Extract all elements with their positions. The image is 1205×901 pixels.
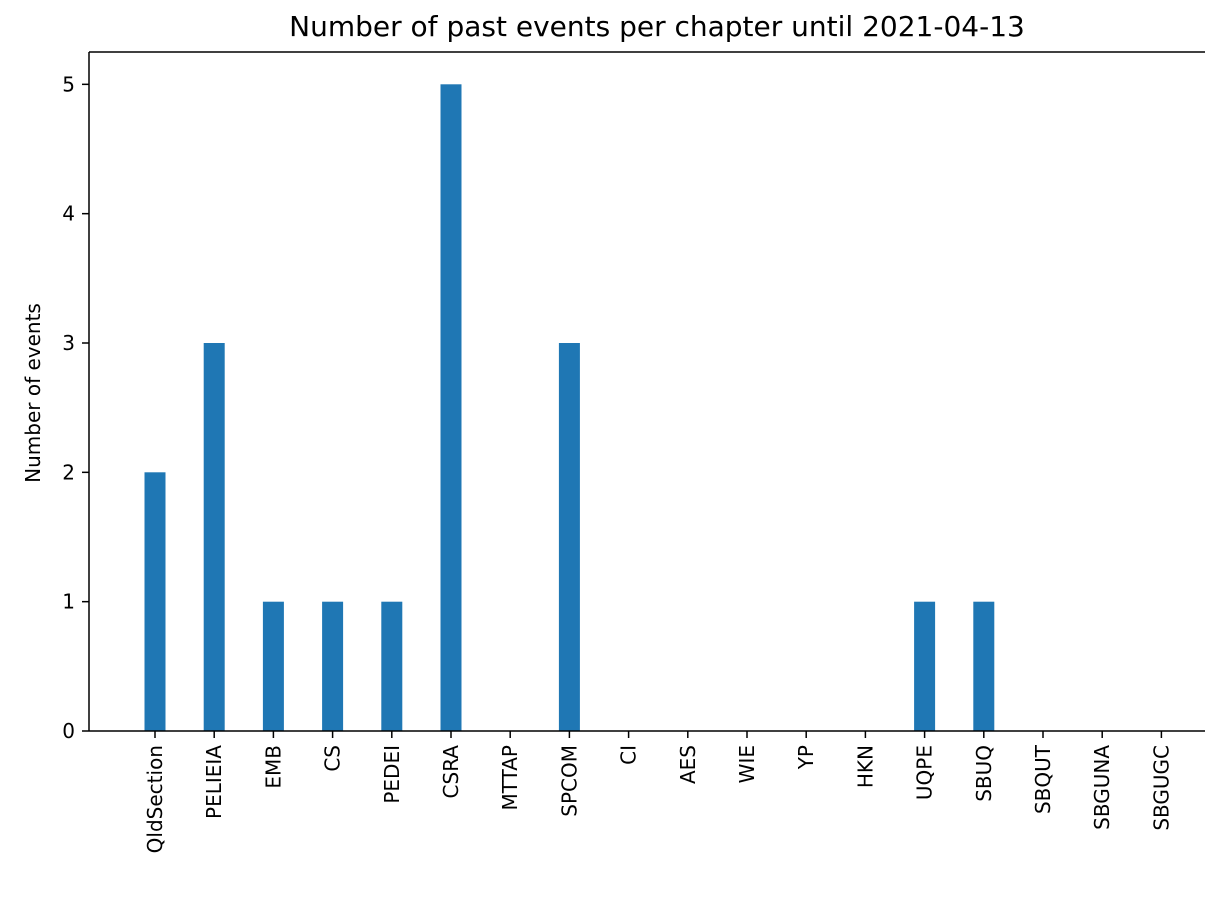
axes-spines xyxy=(88,51,1205,732)
bar-csra xyxy=(440,84,462,732)
bar-cs xyxy=(322,601,344,731)
x-tick-label: YP xyxy=(794,745,818,770)
bar-qldsection xyxy=(144,472,166,731)
x-tick-label: PELIEIA xyxy=(202,745,226,819)
x-tick-label: SBQUT xyxy=(1031,744,1055,814)
bar-pedei xyxy=(381,601,403,731)
y-tick-label: 0 xyxy=(62,719,75,743)
x-tick-label: WIE xyxy=(735,745,759,783)
x-tick-label: PEDEI xyxy=(380,745,404,804)
x-tick-label: QldSection xyxy=(143,745,167,853)
y-tick-label: 3 xyxy=(62,331,75,355)
bar-spcom xyxy=(558,343,580,731)
chart-title: Number of past events per chapter until … xyxy=(289,10,1025,43)
x-tick-label: SBUQ xyxy=(972,745,996,802)
x-tick-label: CS xyxy=(321,745,345,772)
bar-uqpe xyxy=(914,601,936,731)
x-tick-label: HKN xyxy=(853,745,877,788)
x-tick-label: CSRA xyxy=(439,745,463,799)
y-axis-label: Number of events xyxy=(21,303,45,483)
x-tick-label: CI xyxy=(617,745,641,765)
x-tick-label: SPCOM xyxy=(557,745,581,817)
x-tick-label: EMB xyxy=(261,745,285,789)
x-tick-label: AES xyxy=(676,745,700,784)
y-axis-ticks: 0 1 2 3 4 5 xyxy=(62,72,89,743)
y-tick-label: 5 xyxy=(62,72,75,96)
x-tick-label: SBGUNA xyxy=(1090,745,1114,830)
bars-group xyxy=(144,84,995,732)
bar-emb xyxy=(262,601,284,731)
x-tick-label: UQPE xyxy=(913,745,937,800)
y-tick-label: 1 xyxy=(62,590,75,614)
y-tick-label: 4 xyxy=(62,202,75,226)
x-axis-ticks: QldSection PELIEIA EMB CS PEDEI CSRA MTTAP SPCO… xyxy=(143,731,1173,853)
x-tick-label: MTTAP xyxy=(498,745,522,811)
y-tick-label: 2 xyxy=(62,460,75,484)
bar-pelieia xyxy=(203,343,225,731)
x-tick-label: SBGUGC xyxy=(1149,745,1173,831)
bar-sbuq xyxy=(973,601,995,731)
